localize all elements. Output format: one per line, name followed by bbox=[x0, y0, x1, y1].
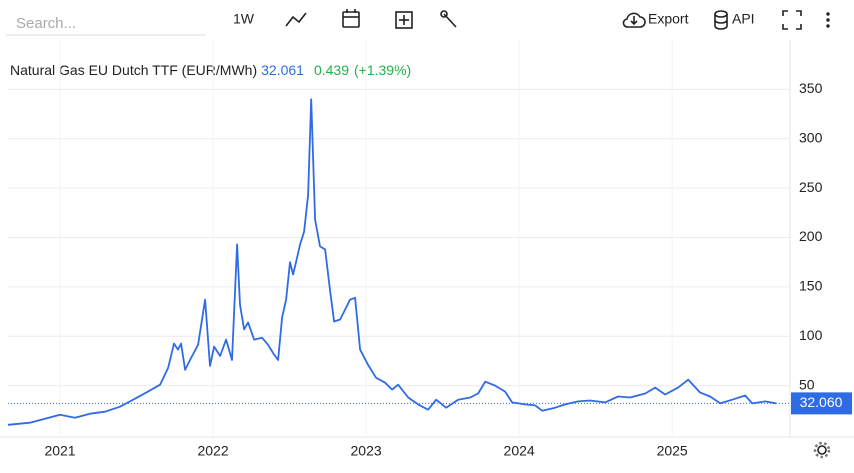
y-tick-label: 300 bbox=[799, 129, 823, 145]
y-tick-label: 250 bbox=[799, 179, 823, 195]
x-tick-label: 2023 bbox=[351, 443, 382, 459]
chart-type-button[interactable] bbox=[285, 12, 307, 27]
indicator-button[interactable] bbox=[395, 11, 413, 29]
menu-button[interactable] bbox=[826, 12, 830, 28]
x-tick-label: 2022 bbox=[197, 443, 228, 459]
x-tick-label: 2025 bbox=[657, 443, 688, 459]
search-input[interactable]: Search... bbox=[16, 15, 76, 32]
y-tick-label: 50 bbox=[799, 376, 815, 392]
last-price-label: 32.060 bbox=[800, 394, 843, 410]
last-value: 32.061 bbox=[261, 62, 304, 78]
x-tick-label: 2021 bbox=[44, 443, 75, 459]
interval-button[interactable]: 1W bbox=[233, 11, 255, 27]
fullscreen-button[interactable] bbox=[782, 10, 802, 30]
api-button[interactable]: API bbox=[714, 10, 755, 30]
api-label[interactable]: API bbox=[732, 11, 755, 27]
last-price-tag bbox=[791, 392, 852, 415]
y-tick-label: 100 bbox=[799, 327, 823, 343]
export-button[interactable]: Export bbox=[622, 11, 689, 28]
price-line bbox=[7, 98, 777, 426]
y-tick-label: 200 bbox=[799, 228, 823, 244]
chart-title: Natural Gas EU Dutch TTF (EUR/MWh) bbox=[10, 62, 257, 78]
export-label[interactable]: Export bbox=[648, 11, 689, 27]
chart-header: Natural Gas EU Dutch TTF (EUR/MWh) 32.061… bbox=[10, 62, 411, 78]
y-tick-label: 350 bbox=[799, 80, 823, 96]
settings-tool-button[interactable] bbox=[440, 10, 457, 28]
calendar-button[interactable] bbox=[342, 9, 360, 28]
y-tick-label: 150 bbox=[799, 278, 823, 294]
change-value: 0.439 bbox=[314, 62, 349, 78]
settings-gear[interactable] bbox=[813, 441, 831, 459]
change-percent: (+1.39%) bbox=[354, 62, 411, 78]
x-tick-label: 2024 bbox=[504, 443, 535, 459]
